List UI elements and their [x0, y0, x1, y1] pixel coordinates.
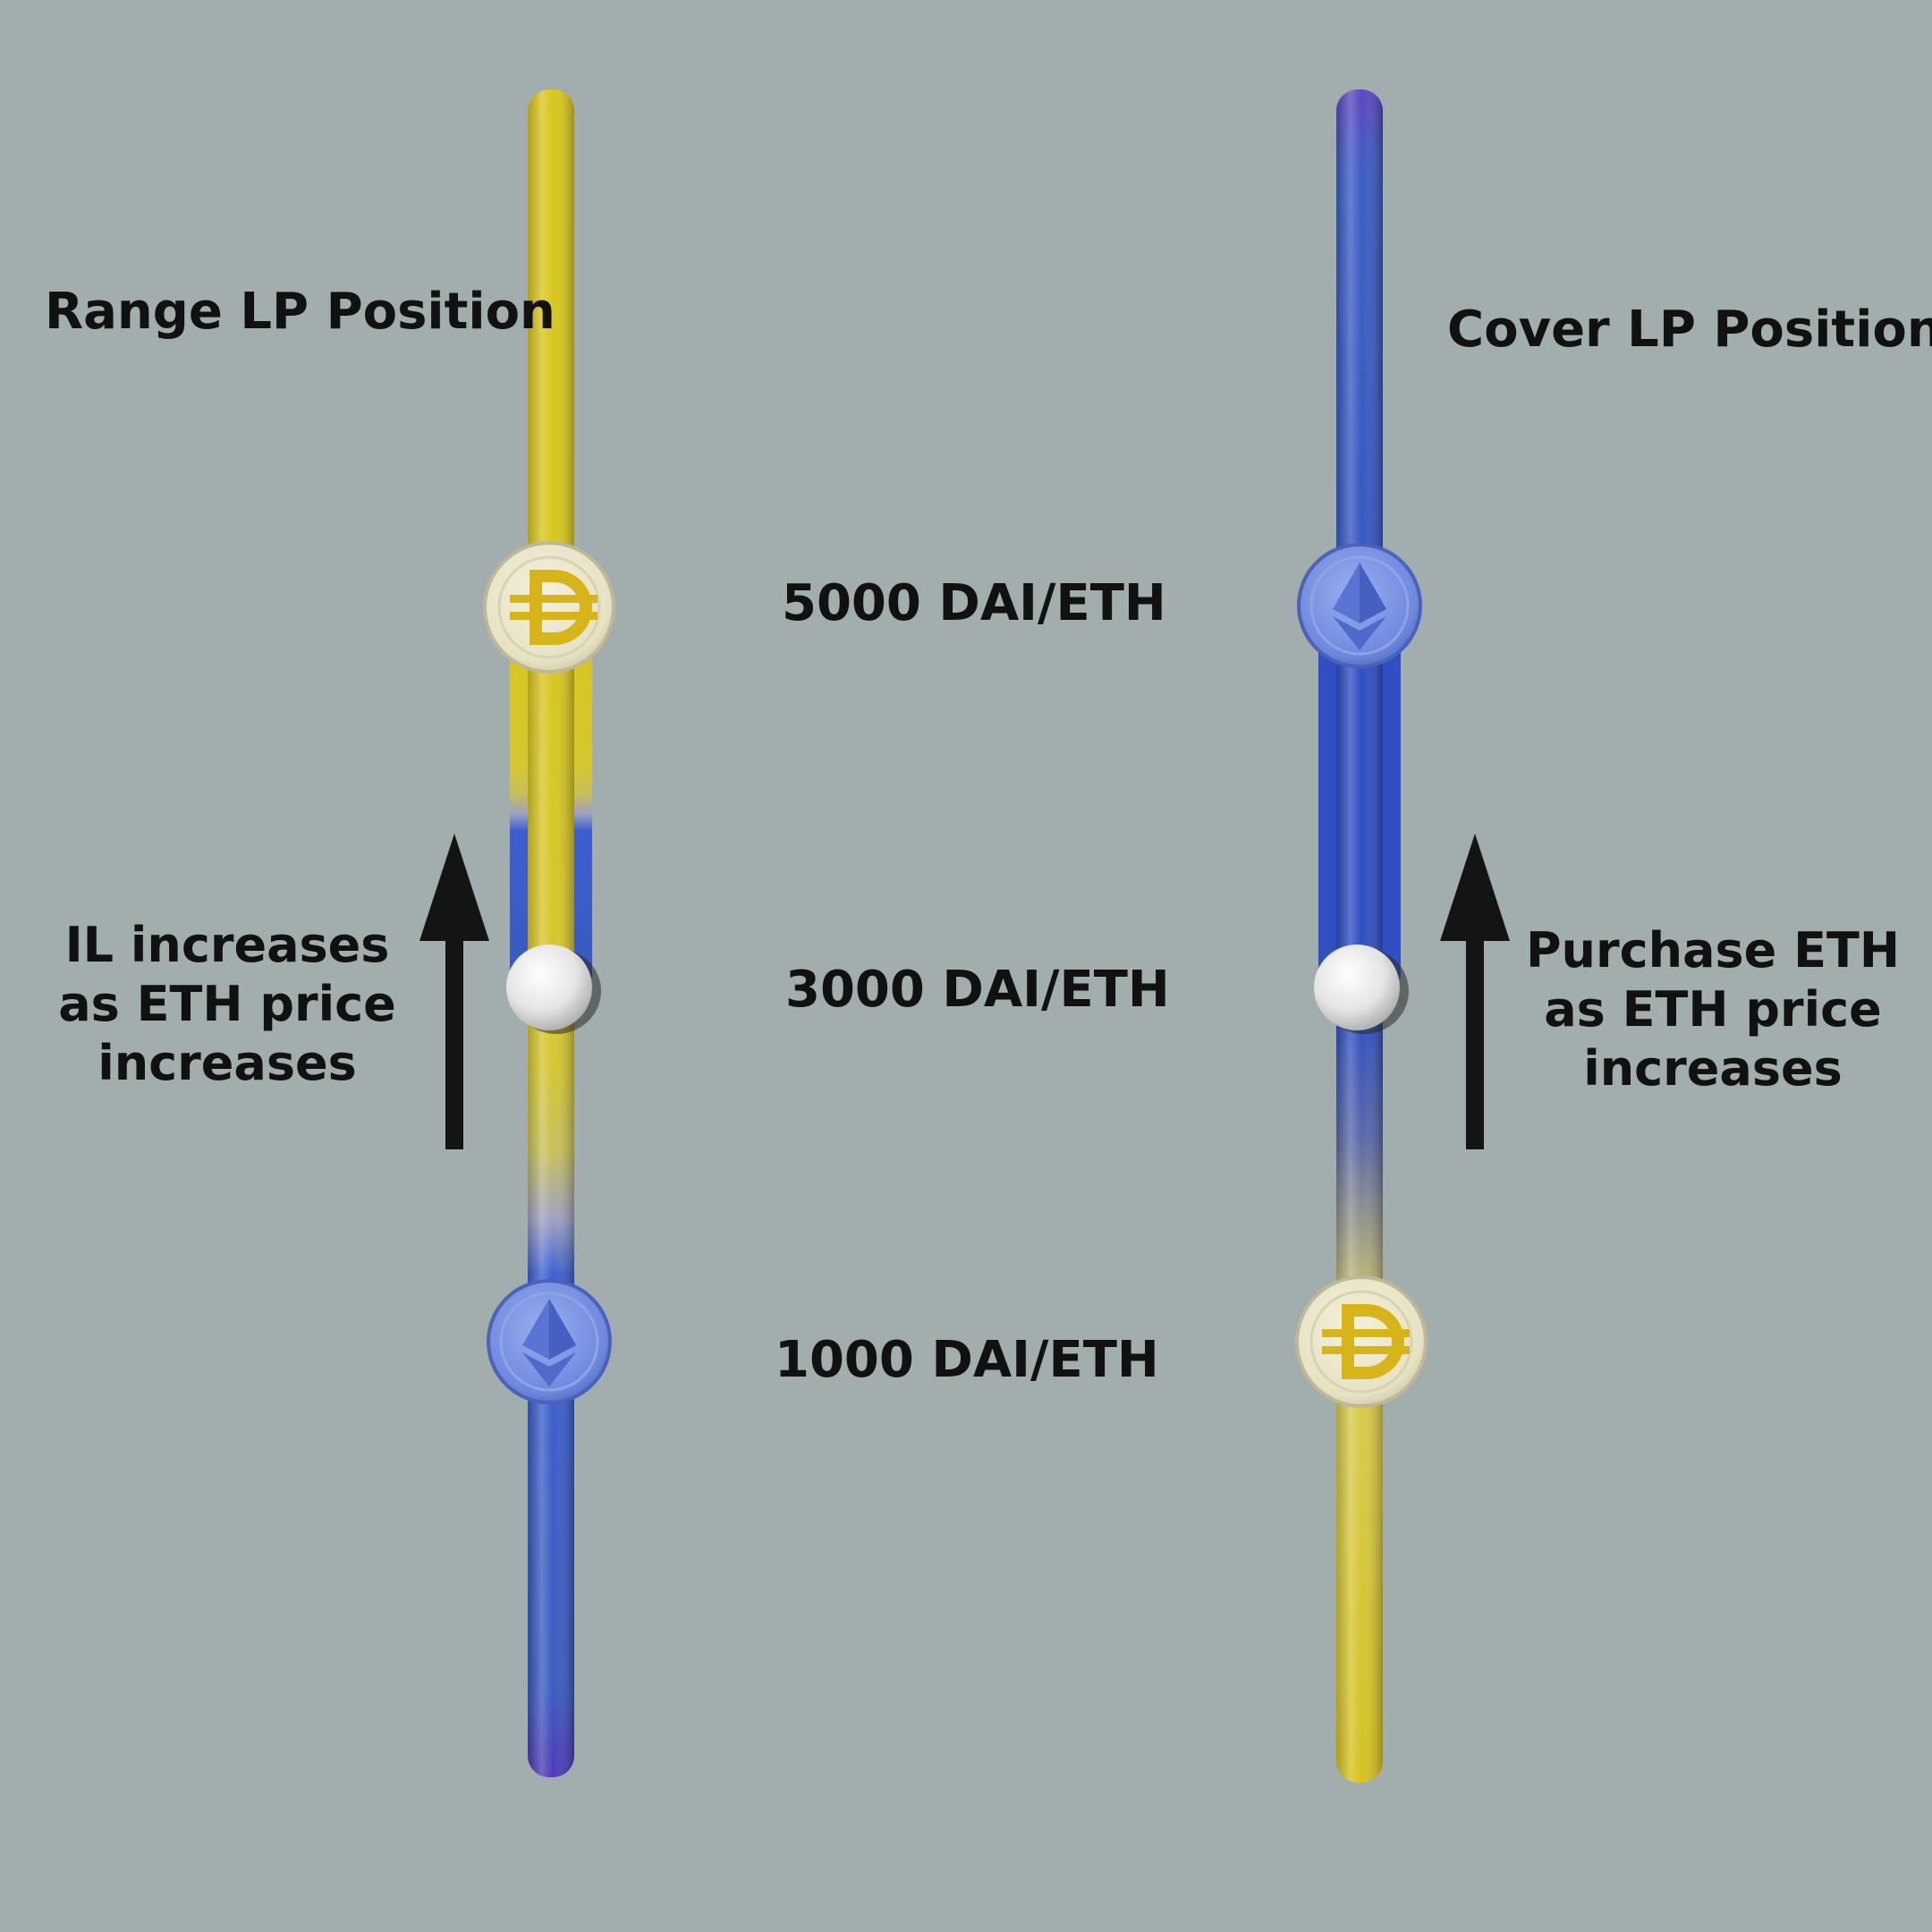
- range-lp-bar: [510, 89, 592, 1777]
- eth-coin-icon: [487, 1279, 612, 1404]
- cover-note: Purchase ETH as ETH price increases: [1521, 921, 1905, 1098]
- up-arrow-icon: [1440, 834, 1510, 1149]
- price-label-lower: 1000 DAI/ETH: [775, 1331, 1159, 1389]
- cover-note-line: Purchase ETH: [1525, 922, 1901, 979]
- price-marker-ball: [506, 945, 601, 1034]
- price-marker-ball: [1314, 945, 1409, 1034]
- range-lp-title: Range LP Position: [45, 283, 555, 341]
- cover-lp-bar: [1318, 89, 1401, 1783]
- price-label-mid: 3000 DAI/ETH: [785, 961, 1170, 1019]
- cover-lp-title: Cover LP Position: [1447, 301, 1932, 359]
- eth-coin-icon: [1297, 543, 1422, 668]
- range-note: IL increases as ETH price increases: [48, 916, 406, 1093]
- dai-coin-icon: [483, 541, 615, 674]
- range-note-line: IL increases: [64, 917, 390, 973]
- cover-note-line: increases: [1583, 1040, 1843, 1097]
- price-label-upper: 5000 DAI/ETH: [782, 574, 1166, 632]
- cover-note-line: as ETH price: [1544, 981, 1882, 1038]
- range-note-line: increases: [97, 1035, 357, 1091]
- range-note-line: as ETH price: [58, 976, 396, 1032]
- dai-coin-icon: [1295, 1275, 1428, 1408]
- up-arrow-icon: [419, 834, 489, 1149]
